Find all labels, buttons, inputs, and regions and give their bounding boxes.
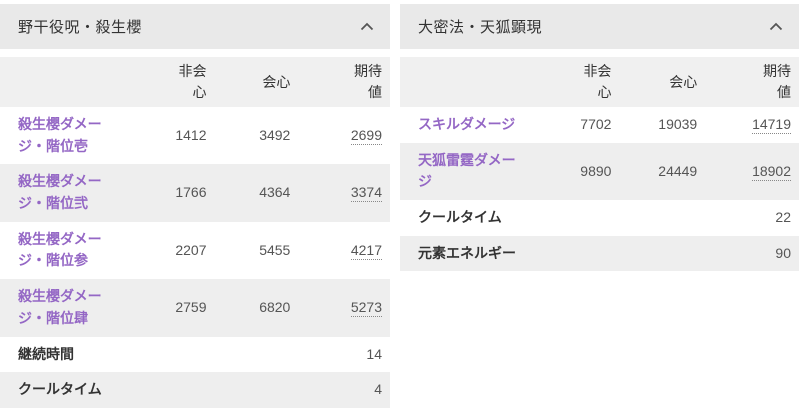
skill-damage-link[interactable]: 天狐雷霆ダメージ [418,151,516,190]
stat-label: クールタイム [418,209,502,226]
noncrit-value: 2207 [175,241,207,258]
stat-value: 4 [374,381,382,398]
table-row: 殺生櫻ダメージ・階位弐 1766 4364 3374 [0,164,390,222]
expected-value[interactable]: 4217 [350,241,382,260]
chevron-up-icon[interactable] [360,22,374,31]
skill-stats-table: 非会心 会心 期待値 殺生櫻ダメージ・階位壱 1412 3492 2699 殺生… [0,57,390,408]
crit-value: 4364 [259,184,291,201]
skill-stats-table: 非会心 会心 期待値 スキルダメージ 7702 19039 14719 天狐雷霆… [400,57,799,272]
column-header-row: 非会心 会心 期待値 [400,57,799,107]
stat-label: クールタイム [18,381,102,398]
table-row: 殺生櫻ダメージ・階位壱 1412 3492 2699 [0,107,390,165]
noncrit-value: 1766 [175,184,207,201]
table-row: 元素エネルギー 90 [400,235,799,272]
stat-label: 継続時間 [18,345,74,362]
column-header-expected: 期待値 [354,63,382,100]
crit-value: 24449 [658,162,698,179]
section-header-tenko-kenshin[interactable]: 大密法・天狐顕現 [400,4,799,49]
noncrit-value: 7702 [580,116,612,132]
table-row: 殺生櫻ダメージ・階位参 2207 5455 4217 [0,221,390,280]
noncrit-value: 9890 [580,162,612,179]
stat-value: 90 [775,244,791,261]
column-header-crit: 会心 [262,73,291,90]
table-row: クールタイム 22 [400,200,799,236]
skill-damage-link[interactable]: 殺生櫻ダメージ・階位参 [18,230,102,269]
stat-value: 14 [366,345,382,362]
section-title: 野干役呪・殺生櫻 [18,19,143,36]
expected-value[interactable]: 18902 [752,162,791,181]
empty-header-cell [400,57,530,107]
chevron-up-icon[interactable] [769,22,783,31]
expected-value[interactable]: 3374 [350,184,382,203]
crit-value: 5455 [259,241,291,258]
column-header-noncrit: 非会心 [178,63,207,100]
column-header-expected: 期待値 [763,63,791,100]
section-title: 大密法・天狐顕現 [418,19,543,36]
column-header-row: 非会心 会心 期待値 [0,57,390,107]
skill-damage-link[interactable]: スキルダメージ [418,116,516,132]
empty-header-cell [0,57,127,107]
expected-value[interactable]: 2699 [350,126,382,145]
crit-value: 3492 [259,126,291,143]
noncrit-value: 2759 [175,298,207,315]
skill-section-sesshou-sakura: 野干役呪・殺生櫻 非会心 会心 期待値 殺生櫻ダメ [0,4,390,408]
table-row: スキルダメージ 7702 19039 14719 [400,107,799,143]
skill-damage-link[interactable]: 殺生櫻ダメージ・階位肆 [18,288,102,326]
skill-damage-link[interactable]: 殺生櫻ダメージ・階位弐 [18,173,102,212]
skill-section-tenko-kenshin: 大密法・天狐顕現 非会心 会心 期待値 スキルダメ [400,4,799,408]
noncrit-value: 1412 [175,126,207,143]
column-header-crit: 会心 [669,73,698,90]
expected-value[interactable]: 14719 [752,116,791,134]
section-header-sesshou-sakura[interactable]: 野干役呪・殺生櫻 [0,4,390,49]
skill-damage-link[interactable]: 殺生櫻ダメージ・階位壱 [18,116,102,154]
crit-value: 19039 [658,116,698,132]
stat-value: 22 [775,209,791,226]
stat-label: 元素エネルギー [418,244,516,261]
table-row: 天狐雷霆ダメージ 9890 24449 18902 [400,142,799,201]
crit-value: 6820 [259,298,291,315]
column-header-noncrit: 非会心 [583,63,612,100]
table-row: 継続時間 14 [0,336,390,373]
table-row: 殺生櫻ダメージ・階位肆 2759 6820 5273 [0,279,390,337]
expected-value[interactable]: 5273 [350,298,382,317]
table-row: クールタイム 4 [0,372,390,408]
